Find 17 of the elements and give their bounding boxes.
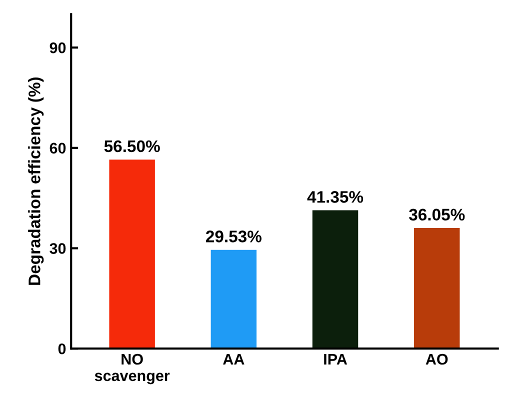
- y-tick-label: 0: [58, 343, 66, 354]
- x-tick-label: AA: [223, 354, 244, 365]
- data-label: 36.05%: [409, 208, 465, 221]
- bar: [414, 228, 460, 349]
- data-label: 56.50%: [104, 140, 160, 152]
- bar: [210, 250, 257, 349]
- bar: [109, 160, 155, 349]
- data-label: 41.35%: [307, 191, 364, 203]
- x-tick-label: AO: [426, 354, 448, 365]
- data-label: 29.53%: [206, 230, 262, 242]
- bar: [312, 210, 358, 349]
- x-tick-label: NO scavenger: [94, 354, 170, 384]
- y-tick-label: 90: [50, 42, 66, 54]
- x-tick-label: IPA: [324, 354, 348, 365]
- y-axis-title: Degradation efficiency (%): [28, 78, 44, 285]
- y-tick-label: 60: [50, 142, 66, 154]
- y-tick-label: 30: [50, 243, 66, 254]
